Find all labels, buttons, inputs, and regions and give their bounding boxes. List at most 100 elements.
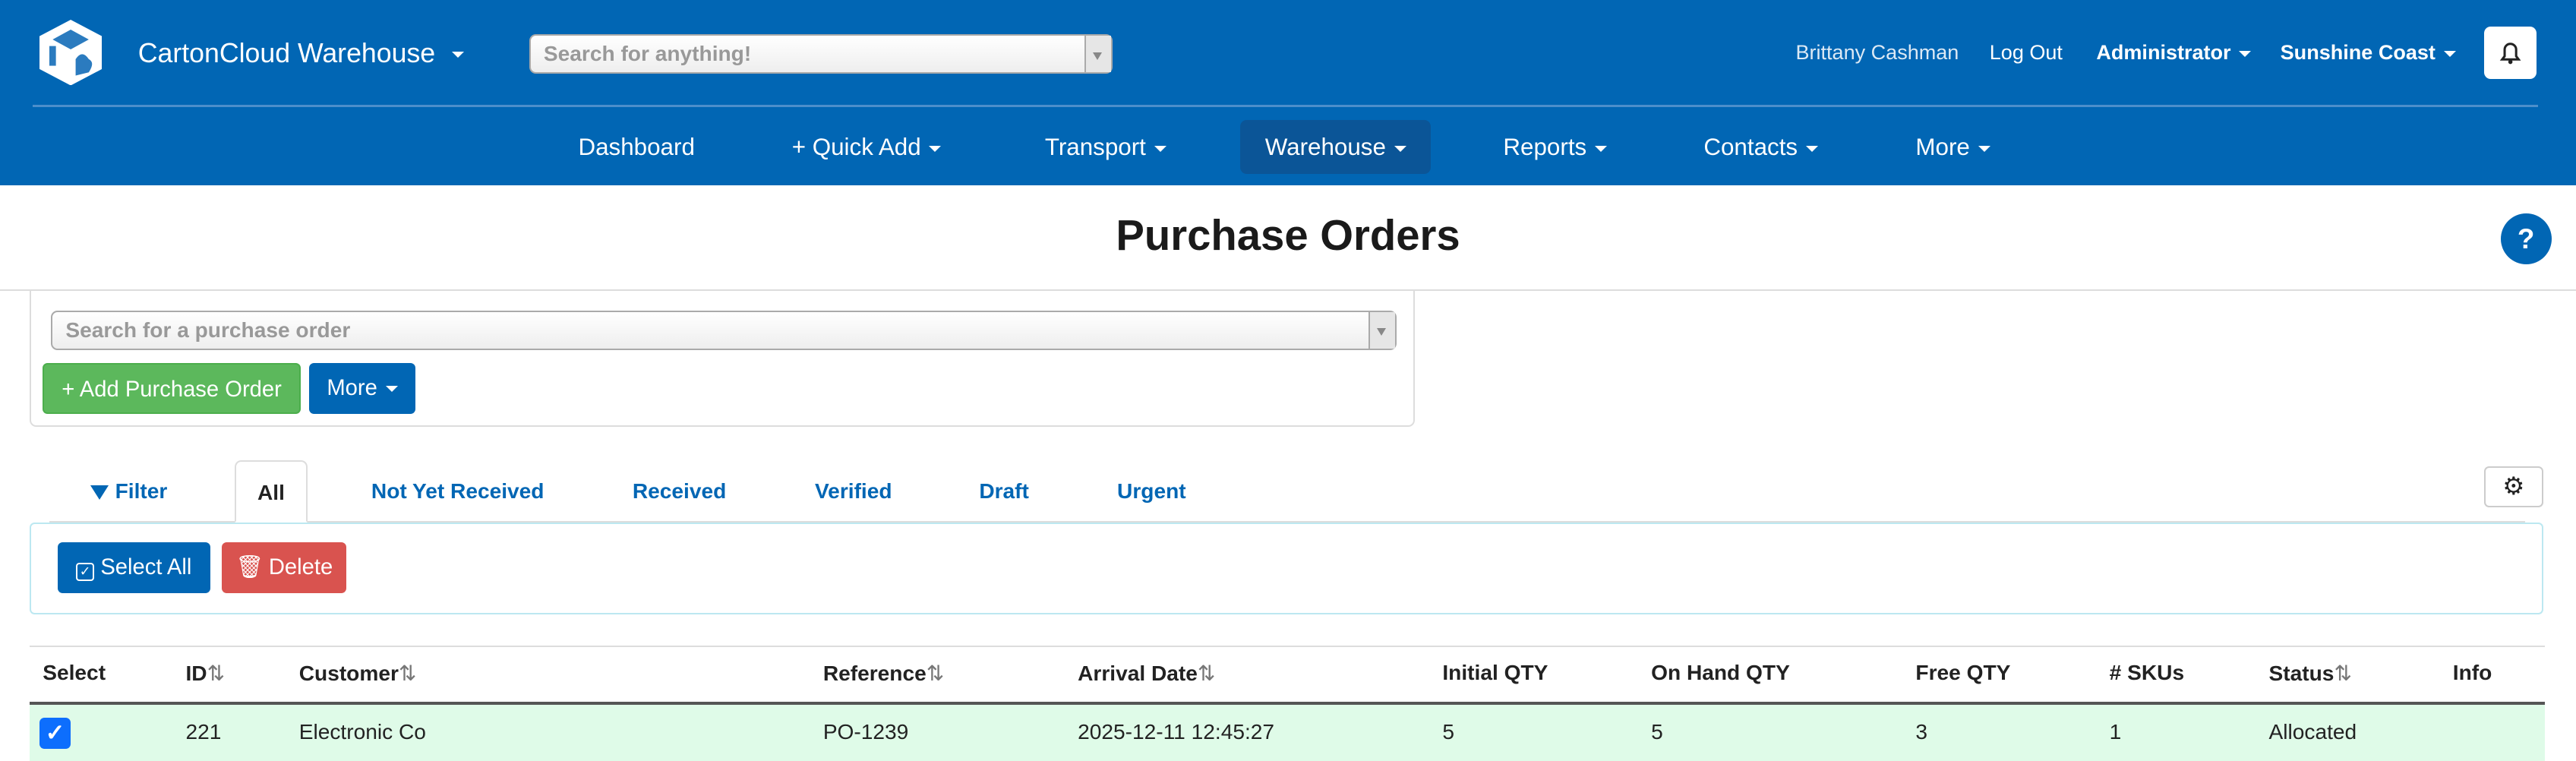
tab-urgent[interactable]: Urgent (1117, 478, 1186, 503)
help-button[interactable]: ? (2500, 213, 2552, 265)
gear-icon: ⚙ (2502, 472, 2525, 500)
caret-down-icon (1154, 145, 1166, 152)
nav-reports[interactable]: Reports (1479, 120, 1632, 174)
nav-label: Contacts (1703, 133, 1798, 160)
caret-down-icon (1394, 145, 1406, 152)
caret-down-icon (1978, 145, 1990, 152)
dropdown-arrow-icon (1084, 36, 1111, 73)
location-label: Sunshine Coast (2280, 41, 2436, 65)
cell-customer: Electronic Co (298, 719, 426, 744)
column-status[interactable]: Status⇅ (2269, 661, 2352, 686)
trash-icon: 🗑 (235, 554, 264, 579)
column-label: Status (2268, 661, 2334, 685)
role-dropdown[interactable]: Administrator (2096, 41, 2252, 65)
cartoncloud-logo-icon[interactable] (39, 19, 103, 86)
filter-icon (90, 485, 109, 500)
check-square-icon: ✓ (76, 563, 94, 581)
tab-received[interactable]: Received (632, 478, 727, 503)
column-initial-qty: Initial QTY (1442, 660, 1548, 684)
column-label: Arrival Date (1078, 661, 1198, 685)
tab-label: Filter (115, 478, 168, 503)
notifications-button[interactable] (2483, 26, 2537, 79)
column-label: Reference (822, 661, 927, 685)
column-on-hand-qty: On Hand QTY (1651, 660, 1790, 684)
nav-label: Warehouse (1264, 133, 1386, 160)
column-label: ID (185, 661, 207, 685)
cell-on-hand-qty: 5 (1651, 719, 1663, 744)
column-free-qty: Free QTY (1915, 660, 2011, 684)
tab-label: All (257, 480, 285, 504)
sort-icon: ⇅ (926, 661, 945, 685)
app-title: CartonCloud Warehouse (137, 37, 436, 68)
nav-label: Dashboard (578, 133, 695, 160)
cell-arrival-date: 2025-12-11 12:45:27 (1078, 719, 1275, 744)
app-title-dropdown[interactable]: CartonCloud Warehouse (138, 38, 464, 69)
caret-down-icon (1595, 145, 1608, 152)
tab-not-yet-received[interactable]: Not Yet Received (371, 478, 545, 503)
cell-initial-qty: 5 (1442, 719, 1455, 744)
caret-down-icon (2443, 50, 2456, 57)
table-row[interactable] (29, 705, 2545, 761)
cell-id[interactable]: 221 (185, 719, 222, 744)
nav-label: Reports (1503, 133, 1587, 160)
user-name: Brittany Cashman (1795, 41, 1959, 65)
search-placeholder: Search for anything! (543, 42, 752, 66)
nav-transport[interactable]: Transport (1020, 120, 1191, 174)
caret-down-icon (2239, 50, 2252, 57)
caret-down-icon (451, 52, 464, 58)
delete-label: Delete (268, 554, 333, 579)
column-arrival-date[interactable]: Arrival Date⇅ (1078, 661, 1215, 686)
logout-link[interactable]: Log Out (1989, 41, 2063, 65)
more-button[interactable]: More (308, 363, 416, 415)
row-checkbox[interactable]: ✓ (39, 718, 71, 750)
select-all-label: Select All (100, 554, 192, 579)
nav-contacts[interactable]: Contacts (1679, 120, 1842, 174)
top-header: CartonCloud Warehouse Search for anythin… (0, 0, 2576, 186)
nav-label: More (1915, 133, 1970, 160)
sort-icon: ⇅ (1197, 661, 1216, 685)
more-label: More (327, 376, 377, 401)
select-all-button[interactable]: ✓ Select All (57, 542, 210, 593)
filter-tab[interactable]: Filter (90, 460, 167, 523)
column-select: Select (43, 660, 106, 684)
bell-icon (2499, 42, 2521, 64)
column-info: Info (2452, 660, 2492, 684)
role-label: Administrator (2096, 41, 2231, 65)
column-customer[interactable]: Customer⇅ (299, 661, 417, 686)
tab-all[interactable]: All (235, 459, 308, 523)
column-id[interactable]: ID⇅ (185, 661, 225, 686)
title-divider (0, 289, 2576, 291)
sort-icon: ⇅ (398, 661, 417, 685)
purchase-order-search-input[interactable]: Search for a purchase order (51, 310, 1397, 350)
nav-label: + Quick Add (791, 133, 921, 160)
caret-down-icon (929, 145, 942, 152)
nav-dashboard[interactable]: Dashboard (554, 120, 719, 174)
location-dropdown[interactable]: Sunshine Coast (2281, 41, 2456, 65)
bulk-actions-panel (29, 522, 2543, 615)
tab-verified[interactable]: Verified (814, 478, 892, 503)
nav-more[interactable]: More (1891, 120, 2015, 174)
caret-down-icon (385, 386, 398, 392)
nav-warehouse[interactable]: Warehouse (1240, 119, 1432, 175)
caret-down-icon (1805, 145, 1818, 152)
search-panel (29, 289, 1415, 428)
column-label: Customer (298, 661, 399, 685)
table-top-border (29, 646, 2545, 648)
add-purchase-order-button[interactable]: + Add Purchase Order (43, 363, 301, 415)
column-reference[interactable]: Reference⇅ (823, 661, 945, 686)
settings-button[interactable]: ⚙ (2483, 466, 2543, 508)
cell-status: Allocated (2268, 719, 2357, 744)
tabs-baseline (49, 520, 2525, 523)
cell-free-qty: 3 (1915, 719, 1928, 744)
dropdown-arrow-icon (1368, 311, 1395, 349)
global-search-input[interactable]: Search for anything! (529, 34, 1113, 74)
column-skus: # SKUs (2109, 660, 2185, 684)
nav-label: Transport (1044, 133, 1146, 160)
delete-button[interactable]: 🗑 Delete (222, 542, 347, 593)
sort-icon: ⇅ (207, 661, 226, 685)
tab-draft[interactable]: Draft (979, 478, 1029, 503)
search-placeholder: Search for a purchase order (65, 317, 351, 342)
nav-quick-add[interactable]: + Quick Add (767, 120, 966, 174)
header-divider (33, 105, 2539, 107)
